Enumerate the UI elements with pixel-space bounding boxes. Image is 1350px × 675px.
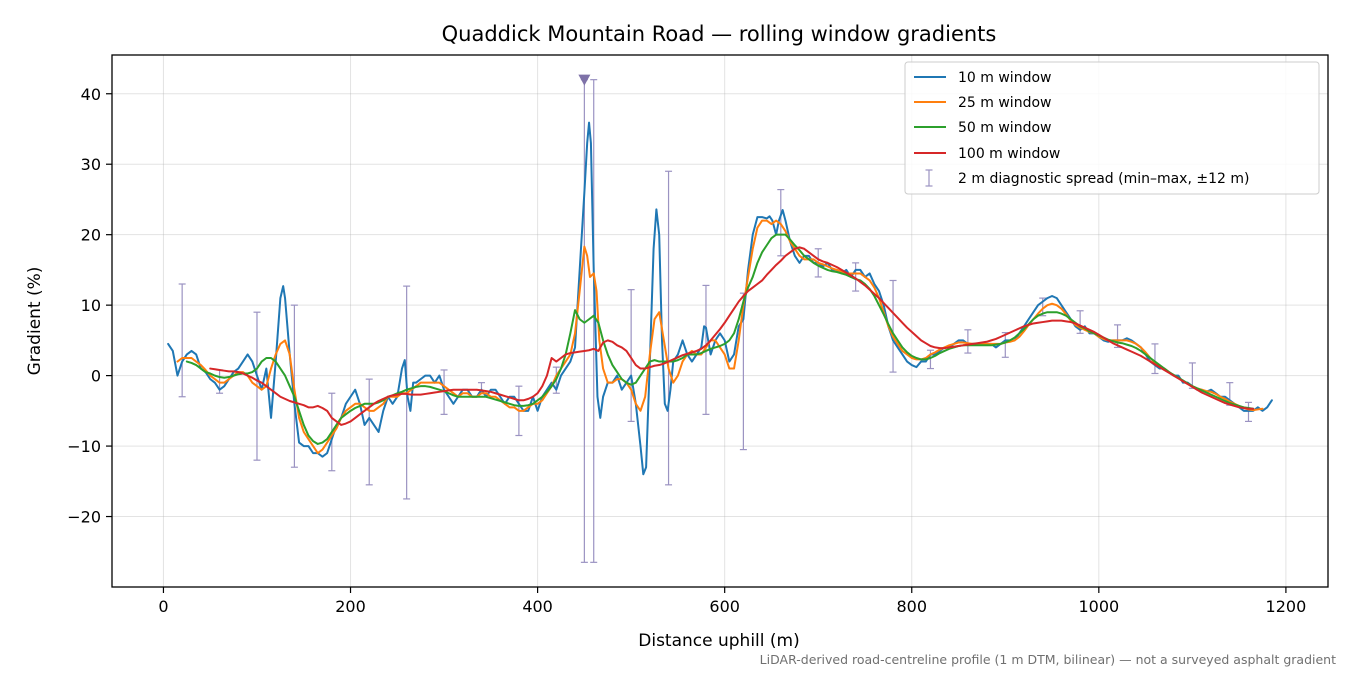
line-series-group xyxy=(167,121,1273,476)
errorbar xyxy=(590,79,598,563)
y-tick-label: 40 xyxy=(81,85,101,104)
legend-label-errorbar: 2 m diagnostic spread (min–max, ±12 m) xyxy=(958,171,1249,187)
y-axis-label: Gradient (%) xyxy=(25,267,45,376)
legend: 10 m window 25 m window 50 m window 100 … xyxy=(904,61,1320,195)
errorbar xyxy=(178,283,186,398)
x-tick-label: 1200 xyxy=(1266,597,1307,616)
errorbar xyxy=(365,378,373,486)
legend-label-50m: 50 m window xyxy=(958,120,1051,136)
legend-swatch-errorbar xyxy=(925,169,933,187)
y-tick-label: −10 xyxy=(67,437,101,456)
errorbar xyxy=(1151,343,1159,375)
x-tick-label: 1000 xyxy=(1078,597,1119,616)
y-tick-label: 0 xyxy=(91,367,101,386)
y-tick-label: −20 xyxy=(67,508,101,527)
legend-label-25m: 25 m window xyxy=(958,95,1051,111)
errorbar xyxy=(627,289,635,423)
errorbar xyxy=(926,349,934,370)
errorbar-series xyxy=(178,79,1252,563)
series-line-50-m-window xyxy=(185,233,1255,445)
x-tick-label: 400 xyxy=(522,597,553,616)
legend-box xyxy=(904,61,1320,195)
x-axis-label: Distance uphill (m) xyxy=(638,631,799,651)
series-line-100-m-window xyxy=(209,246,1255,426)
errorbar xyxy=(889,279,897,373)
errorbar xyxy=(777,188,785,257)
y-tick-label: 10 xyxy=(81,296,101,315)
y-tick-label: 20 xyxy=(81,226,101,245)
x-tick-label: 600 xyxy=(709,597,740,616)
y-axis-ticks: −20 −10 0 10 20 30 40 xyxy=(67,85,112,527)
series-line-10-m-window xyxy=(167,121,1273,476)
errorbar xyxy=(665,170,673,486)
x-tick-label: 0 xyxy=(158,597,168,616)
chart-title: Quaddick Mountain Road — rolling window … xyxy=(442,22,997,46)
y-tick-label: 30 xyxy=(81,155,101,174)
errorbar xyxy=(964,329,972,354)
x-tick-label: 800 xyxy=(896,597,927,616)
plot-frame xyxy=(111,54,1329,588)
x-axis-ticks: 0 200 400 600 800 1000 1200 xyxy=(158,587,1306,616)
clip-marker-triangle xyxy=(578,74,591,86)
chart-footnote: LiDAR-derived road-centreline profile (1… xyxy=(760,652,1336,667)
series-line-25-m-window xyxy=(176,219,1264,455)
errorbar xyxy=(1244,401,1252,423)
errorbar xyxy=(852,262,860,292)
legend-label-100m: 100 m window xyxy=(958,146,1060,162)
legend-label-10m: 10 m window xyxy=(958,70,1051,86)
x-tick-label: 200 xyxy=(335,597,366,616)
clip-marker-group xyxy=(578,74,591,86)
